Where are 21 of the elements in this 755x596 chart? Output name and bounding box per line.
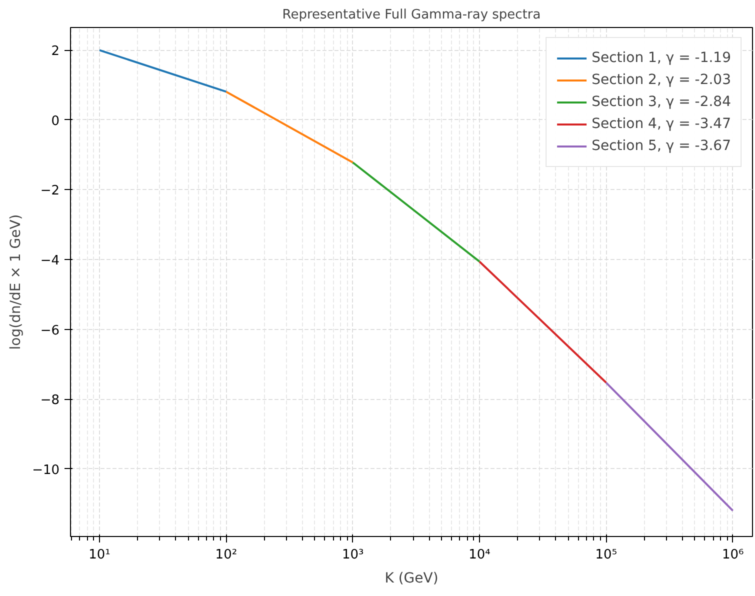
x-tick-label: 10³ [342,548,364,562]
x-tick-label: 10² [215,548,238,562]
y-tick-label: −2 [40,184,60,199]
x-tick-label: 10⁶ [722,548,744,562]
legend-label: Section 5, γ = -3.67 [592,138,731,154]
legend-label: Section 2, γ = -2.03 [592,72,731,88]
y-tick-label: −10 [32,462,60,478]
legend-label: Section 3, γ = -2.84 [592,94,731,110]
y-tick-label: −8 [40,393,60,408]
x-axis-title: K (GeV) [384,570,438,586]
y-tick-label: −4 [40,254,60,268]
y-tick-label: 0 [51,114,60,129]
y-tick-label: 2 [51,44,60,60]
x-tick-label: 10¹ [88,548,110,562]
legend-label: Section 4, γ = -3.47 [592,116,731,132]
x-tick-label: 10⁴ [468,548,490,562]
y-axis-title: log(dn/dE × 1 GeV) [8,214,24,350]
chart-title: Representative Full Gamma-ray spectra [282,8,541,22]
legend-label: Section 1, γ = -1.19 [592,50,731,66]
x-tick-label: 10⁵ [595,548,618,562]
y-tick-label: −6 [40,323,60,338]
